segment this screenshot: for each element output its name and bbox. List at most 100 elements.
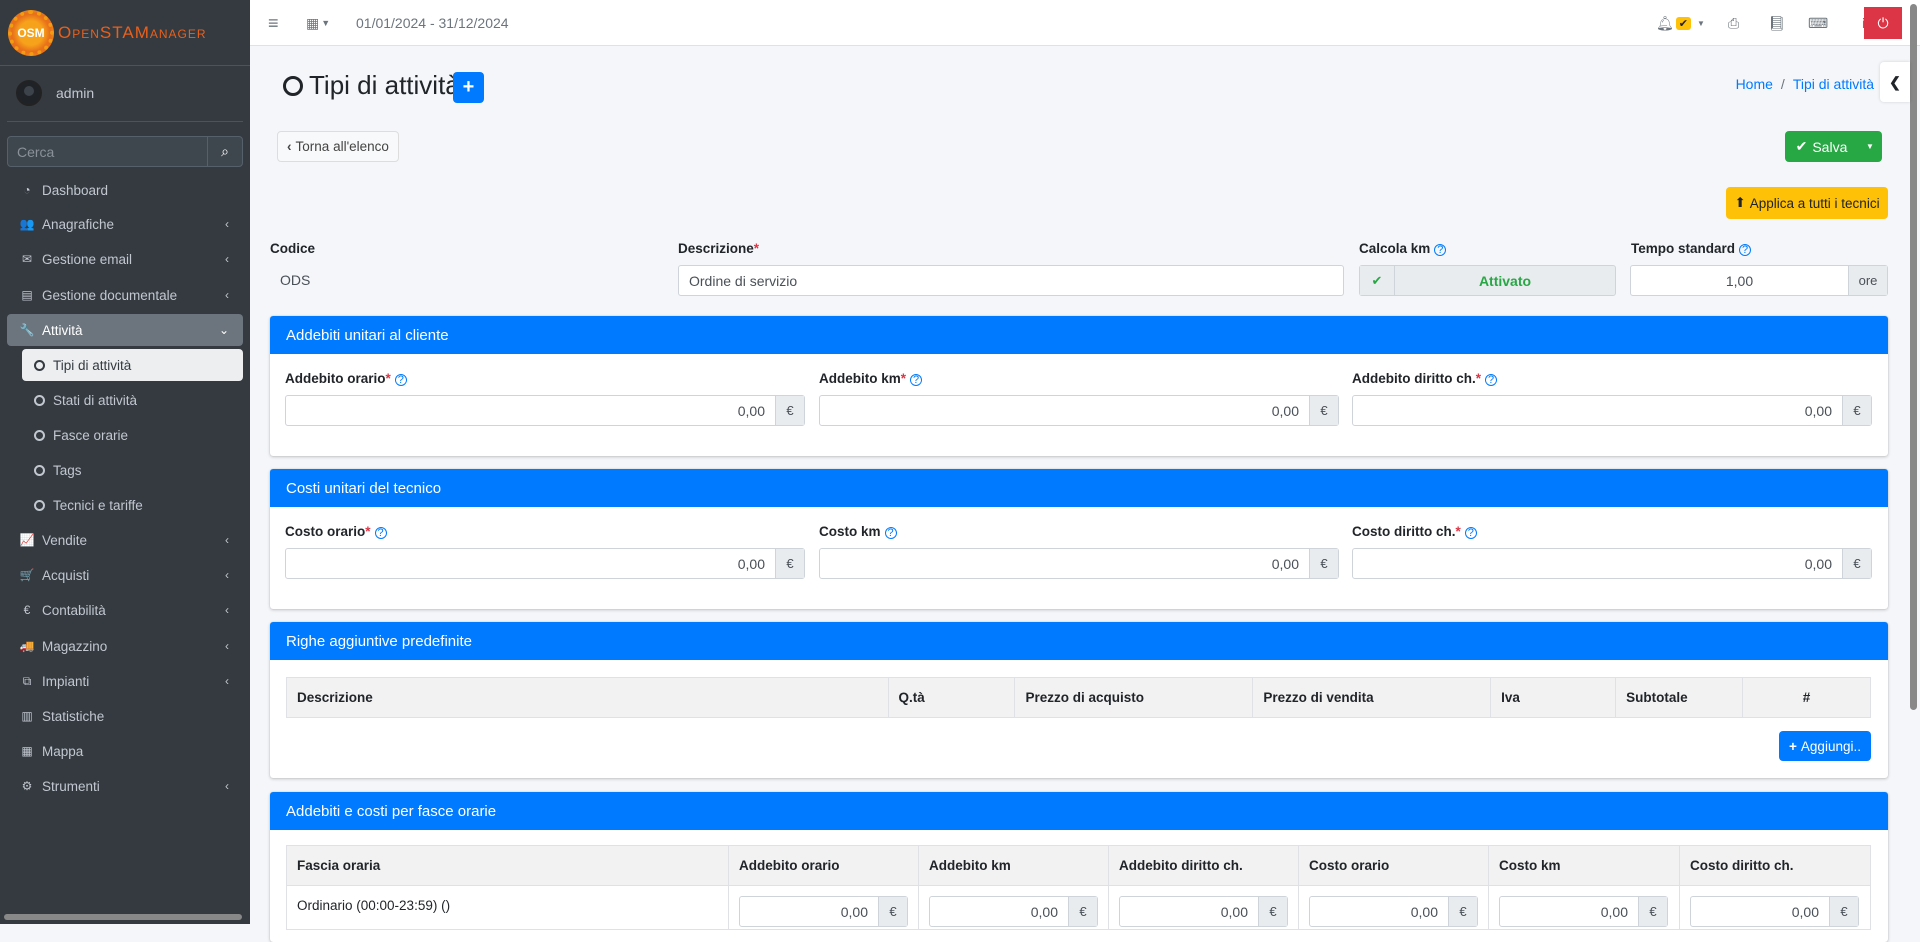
descrizione-input[interactable]: Ordine di servizio	[678, 265, 1344, 296]
sidebar-scrollbar[interactable]	[4, 914, 242, 920]
money-input[interactable]: 0,00 €	[819, 548, 1339, 579]
euro-addon: €	[1842, 396, 1871, 425]
page-scrollbar[interactable]	[1910, 4, 1917, 710]
user-panel[interactable]: admin	[16, 80, 94, 106]
help-icon[interactable]: ?	[1434, 244, 1447, 256]
column-header: Fascia oraria	[286, 845, 729, 886]
input-value: 0,00	[1791, 903, 1819, 920]
money-input[interactable]: 0,00 €	[1689, 896, 1859, 927]
line-chart-icon: 📈	[19, 533, 35, 547]
tempo-standard-input[interactable]: 1,00 ore	[1630, 265, 1888, 296]
fascia-cell: 0,00 €	[1678, 885, 1872, 930]
money-input[interactable]: 0,00 €	[929, 896, 1098, 927]
money-input[interactable]: 0,00 €	[285, 395, 805, 426]
sidebar-item-label: Impianti	[42, 673, 90, 689]
add-button[interactable]: +	[453, 72, 484, 103]
sidebar-item-gestione-email[interactable]: ✉ Gestione email ‹	[7, 243, 243, 275]
apply-all-technicians-button[interactable]: ⬆ Applica a tutti i tecnici	[1726, 187, 1888, 219]
help-icon[interactable]: ?	[1739, 244, 1752, 256]
help-icon[interactable]: ?	[1464, 527, 1477, 539]
info-button[interactable]: i	[1862, 0, 1866, 46]
control-sidebar-toggle[interactable]: ❮	[1880, 62, 1910, 102]
euro-addon: €	[1828, 897, 1858, 926]
logout-button[interactable]: ⏻	[1864, 7, 1902, 39]
date-range[interactable]: 01/01/2024 - 31/12/2024	[356, 15, 509, 31]
sidebar-item-mappa[interactable]: ▦ Mappa	[7, 735, 243, 767]
money-input[interactable]: 0,00 €	[739, 896, 908, 927]
money-input[interactable]: 0,00 €	[819, 395, 1339, 426]
sidebar-item-tipi-di-attivit-[interactable]: Tipi di attività	[22, 349, 243, 381]
sidebar-item-strumenti[interactable]: ⚙ Strumenti ‹	[7, 770, 243, 802]
sidebar-item-contabilit-[interactable]: € Contabilità ‹	[7, 594, 243, 626]
help-icon[interactable]: ?	[884, 527, 897, 539]
euro-addon: €	[1309, 549, 1338, 578]
sidebar-item-attivit-[interactable]: 🔧 Attività ⌄	[7, 314, 243, 346]
sidebar-item-statistiche[interactable]: ▥ Statistiche	[7, 700, 243, 732]
back-button[interactable]: ‹ Torna all'elenco	[277, 131, 399, 162]
map-icon: ▦	[21, 744, 33, 758]
column-header: Addebito diritto ch.	[1108, 845, 1299, 886]
column-header: Costo orario	[1298, 845, 1489, 886]
money-input[interactable]: 0,00 €	[285, 548, 805, 579]
fascia-cell: 0,00 €	[1488, 885, 1680, 930]
sidebar-item-stati-di-attivit-[interactable]: Stati di attività	[22, 384, 243, 416]
sidebar-item-tecnici-e-tariffe[interactable]: Tecnici e tariffe	[22, 489, 243, 521]
caret-down-icon: ▼	[1697, 18, 1705, 28]
breadcrumb: Home / Tipi di attività	[1735, 76, 1874, 92]
help-icon[interactable]: ?	[1485, 374, 1498, 386]
help-icon[interactable]: ?	[394, 374, 407, 386]
sidebar-item-label: Tecnici e tariffe	[53, 497, 143, 513]
money-input[interactable]: 0,00 €	[1352, 548, 1872, 579]
input-value: 0,00	[737, 555, 765, 572]
required-mark: *	[1455, 524, 1461, 539]
sidebar-item-anagrafiche[interactable]: 👥 Anagrafiche ‹	[7, 208, 243, 240]
sidebar-item-dashboard[interactable]: ◔ Dashboard	[7, 174, 243, 206]
field-label-text: Costo orario	[285, 524, 366, 539]
money-input[interactable]: 0,00 €	[1352, 395, 1872, 426]
caret-down-icon: ▼	[1866, 142, 1874, 151]
righe-table: Descrizione Q.tà Prezzo di acquisto Prezzo …	[286, 677, 1871, 718]
sidebar-item-gestione-documentale[interactable]: ▤ Gestione documentale ‹	[7, 279, 243, 311]
help-icon[interactable]: ?	[910, 374, 923, 386]
menu-toggle-button[interactable]: ≡	[268, 0, 279, 46]
money-input[interactable]: 0,00 €	[1309, 896, 1478, 927]
sidebar-item-label: Anagrafiche	[42, 216, 115, 232]
save-button[interactable]: ✔ Salva	[1785, 131, 1858, 162]
save-dropdown-button[interactable]: ▼	[1858, 131, 1882, 162]
sidebar-item-tags[interactable]: Tags	[22, 454, 243, 486]
column-header: Descrizione	[286, 677, 889, 718]
add-row-button[interactable]: + Aggiungi..	[1779, 731, 1871, 761]
sidebar-item-magazzino[interactable]: 🚚 Magazzino ‹	[7, 630, 243, 662]
sidebar-item-label: Tags	[53, 462, 82, 478]
sidebar-item-acquisti[interactable]: 🛒 Acquisti ‹	[7, 559, 243, 591]
breadcrumb-current[interactable]: Tipi di attività	[1792, 76, 1874, 92]
column-header: Addebito orario	[728, 845, 919, 886]
required-mark: *	[1475, 371, 1482, 386]
guide-button[interactable]: 📘︎	[1768, 0, 1786, 46]
shortcuts-button[interactable]: ⌨	[1808, 0, 1828, 46]
fascia-cell: 0,00 €	[728, 885, 919, 930]
upload-icon: ⬆	[1734, 195, 1746, 210]
calendar-icon: ▦	[306, 14, 320, 31]
breadcrumb-home[interactable]: Home	[1735, 76, 1773, 92]
field-label: Addebito orario*?	[285, 371, 407, 386]
notifications-button[interactable]: 🔔︎ ✔ ▼	[1656, 0, 1705, 46]
money-input[interactable]: 0,00 €	[1119, 896, 1288, 927]
sidebar-item-vendite[interactable]: 📈 Vendite ‹	[7, 524, 243, 556]
help-icon[interactable]: ?	[374, 527, 387, 539]
circle-icon	[34, 464, 45, 476]
search-input[interactable]	[8, 137, 207, 166]
sidebar-item-fasce-orarie[interactable]: Fasce orarie	[22, 419, 243, 451]
calcola-km-toggle[interactable]: ✔ Attivato	[1359, 265, 1616, 296]
money-input[interactable]: 0,00 €	[1499, 896, 1668, 927]
circle-icon	[34, 394, 45, 406]
field-label: Addebito diritto ch.*?	[1352, 371, 1498, 386]
sidebar-item-impianti[interactable]: ⧉ Impianti ‹	[7, 665, 243, 697]
sidebar-item-label: Acquisti	[42, 567, 90, 583]
calendar-dropdown[interactable]: ▦ ▼	[306, 0, 330, 46]
search-button[interactable]: ⌕	[207, 137, 242, 166]
caret-down-icon: ▼	[321, 18, 331, 28]
book-icon: 📘︎	[1768, 14, 1786, 31]
print-button[interactable]: ⎙	[1728, 0, 1739, 46]
logo[interactable]: OSM OpenSTAManager	[8, 8, 207, 58]
